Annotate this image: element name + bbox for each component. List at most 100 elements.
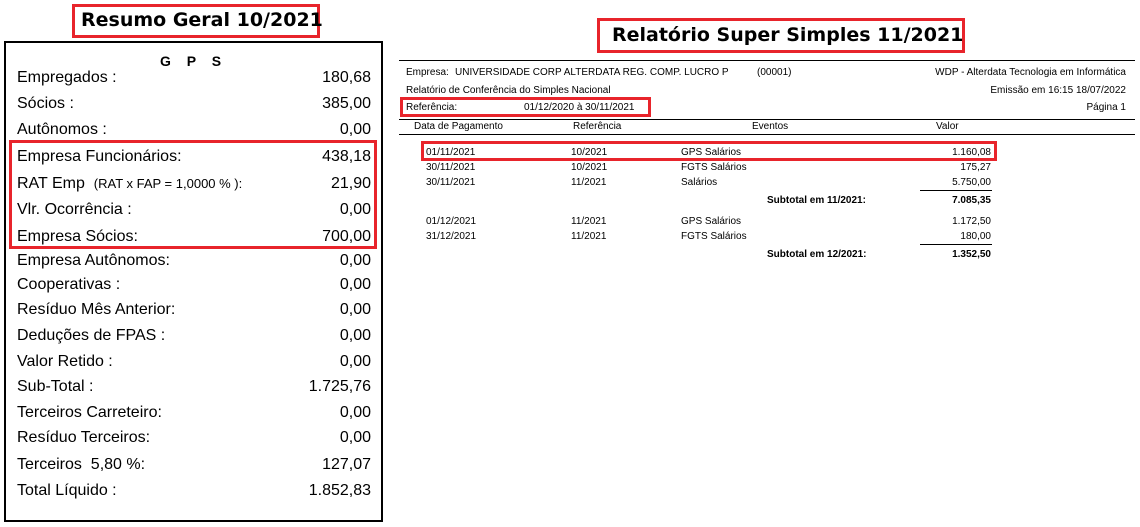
subtotal2-label: Subtotal em 12/2021: [767,249,867,260]
row-empresa-socios: Empresa Sócios: 700,00 [6,228,381,252]
row-empresa-funcionarios: Empresa Funcionários: 438,18 [6,148,381,172]
row-label: RAT Emp (RAT x FAP = 1,0000 % ): [17,175,242,193]
col-eventos: Eventos [752,121,789,132]
top-rule [399,60,1135,61]
header-rule-bottom [399,134,1135,135]
g1-row3-evento: Salários [681,177,718,188]
left-title: Resumo Geral 10/2021 [81,9,323,31]
g1-row3-valor: 5.750,00 [952,177,991,188]
row-socios: Sócios : 385,00 [6,95,381,119]
row-value: 127,07 [322,456,371,473]
row-value: 700,00 [322,228,371,245]
row-value: 180,68 [322,69,371,86]
row-cooperativas: Cooperativas : 0,00 [6,276,381,300]
empresa-name: UNIVERSIDADE CORP ALTERDATA REG. COMP. L… [455,67,729,78]
row-value: 0,00 [339,404,371,421]
row-vlr-ocorrencia: Vlr. Ocorrência : 0,00 [6,201,381,225]
row-empregados: Empregados : 180,68 [6,69,381,93]
g1-row1-evento: GPS Salários [681,147,742,158]
row-value: 0,00 [339,276,371,293]
row-value: 0,00 [339,429,371,446]
gps-row-highlight-box [421,141,997,161]
row-terceiros-carreteiro: Terceiros Carreteiro: 0,00 [6,404,381,428]
referencia-highlight-box [400,97,651,117]
row-label: Terceiros 5,80 %: [17,456,146,473]
g2-row2-ref: 11/2021 [571,231,607,242]
right-title: Relatório Super Simples 11/2021 [612,24,964,46]
row-label: Empresa Autônomos: [17,252,170,269]
row-label: Total Líquido : [17,482,117,499]
col-data-pagamento: Data de Pagamento [414,121,503,132]
header-rule-top [399,119,1135,120]
g1-row2-evento: FGTS Salários [681,162,747,173]
rat-label: RAT Emp [17,175,85,192]
subtotal1-value: 7.085,35 [952,195,991,206]
row-value: 0,00 [339,252,371,269]
empresa-code: (00001) [757,67,792,78]
g1-row1-valor: 1.160,08 [952,147,991,158]
g1-row1-data: 01/11/2021 [426,147,476,158]
row-label: Resíduo Mês Anterior: [17,301,176,318]
vendor-name: WDP - Alterdata Tecnologia em Informátic… [935,67,1126,78]
report-name: Relatório de Conferência do Simples Naci… [406,85,611,96]
row-total-liquido: Total Líquido : 1.852,83 [6,482,381,506]
g1-row2-valor: 175,27 [960,162,991,173]
row-label: Sub-Total : [17,378,94,395]
col-valor: Valor [936,121,959,132]
subtotal2-rule [920,244,992,245]
row-rat-emp: RAT Emp (RAT x FAP = 1,0000 % ): 21,90 [6,175,381,199]
g2-row1-valor: 1.172,50 [952,216,991,227]
right-title-box [597,18,965,53]
g2-row2-valor: 180,00 [960,231,991,242]
row-label: Empresa Sócios: [17,228,138,245]
row-value: 0,00 [339,301,371,318]
g2-row1-evento: GPS Salários [681,216,742,227]
row-label: Sócios : [17,95,74,112]
row-label: Terceiros Carreteiro: [17,404,162,421]
row-valor-retido: Valor Retido : 0,00 [6,353,381,377]
left-title-box [72,4,320,38]
row-label: Cooperativas : [17,276,121,293]
subtotal1-label: Subtotal em 11/2021: [767,195,866,206]
row-label: Autônomos : [17,121,107,138]
subtotal1-rule [920,190,992,191]
row-value: 0,00 [339,327,371,344]
row-value: 438,18 [322,148,371,165]
row-label: Empresa Funcionários: [17,148,182,165]
row-value: 385,00 [322,95,371,112]
g1-row2-data: 30/11/2021 [426,162,476,173]
row-deducoes-fpas: Deduções de FPAS : 0,00 [6,327,381,351]
left-highlight-box [9,140,377,249]
row-value: 21,90 [330,175,371,192]
referencia-value: 01/12/2020 à 30/11/2021 [524,102,635,113]
row-label: Valor Retido : [17,353,113,370]
row-value: 0,00 [339,121,371,138]
gps-header: G P S [159,53,228,69]
row-label: Deduções de FPAS : [17,327,166,344]
row-residuo-terceiros: Resíduo Terceiros: 0,00 [6,429,381,453]
gps-panel: G P S Empregados : 180,68 Sócios : 385,0… [4,41,383,522]
row-value: 0,00 [339,201,371,218]
row-label: Empregados : [17,69,117,86]
referencia-label: Referência: [406,102,458,113]
col-referencia: Referência [573,121,622,132]
g2-row2-evento: FGTS Salários [681,231,747,242]
g1-row3-data: 30/11/2021 [426,177,476,188]
subtotal2-value: 1.352,50 [952,249,991,260]
g2-row1-data: 01/12/2021 [426,216,477,227]
rat-note: (RAT x FAP = 1,0000 % ): [93,176,243,191]
row-terceiros: Terceiros 5,80 %: 127,07 [6,456,381,480]
row-value: 0,00 [339,353,371,370]
g1-row2-ref: 10/2021 [571,162,608,173]
empresa-label: Empresa: [406,67,449,78]
g2-row1-ref: 11/2021 [571,216,607,227]
pagina: Página 1 [1086,102,1126,113]
row-label: Resíduo Terceiros: [17,429,151,446]
emissao: Emissão em 16:15 18/07/2022 [990,85,1126,96]
row-residuo-mes-anterior: Resíduo Mês Anterior: 0,00 [6,301,381,325]
row-sub-total: Sub-Total : 1.725,76 [6,378,381,402]
row-label: Vlr. Ocorrência : [17,201,132,218]
row-autonomos: Autônomos : 0,00 [6,121,381,145]
g1-row1-ref: 10/2021 [571,147,608,158]
row-empresa-autonomos: Empresa Autônomos: 0,00 [6,252,381,276]
